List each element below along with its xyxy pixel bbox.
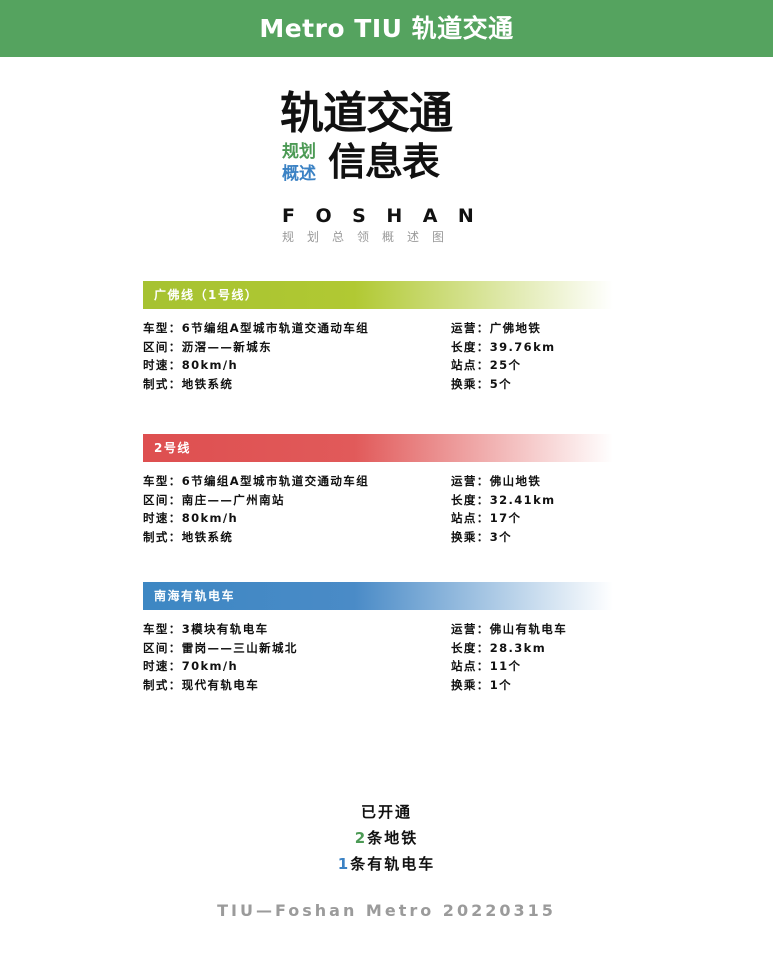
info-right: 运营：广佛地铁	[451, 321, 542, 335]
info-right: 长度：32.41km	[451, 492, 556, 507]
line-info: 车型：6节编组A型城市轨道交通动车组 运营：广佛地铁 区间：沥滘——新城东 长度：3…	[143, 320, 613, 394]
info-left: 区间：南庄——广州南站	[143, 492, 285, 507]
line-info: 车型：3模块有轨电车 运营：佛山有轨电车 区间：雷岗——三山新城北 长度：28.3k…	[143, 621, 613, 695]
tram-count: 1	[337, 855, 351, 873]
info-left: 车型：6节编组A型城市轨道交通动车组	[143, 474, 370, 488]
info-row: 车型：6节编组A型城市轨道交通动车组 运营：广佛地铁	[143, 320, 613, 339]
info-right: 换乘：1个	[451, 677, 513, 692]
info-left: 车型：6节编组A型城市轨道交通动车组	[143, 321, 370, 335]
summary-title: 已开通	[360, 803, 412, 821]
info-row: 制式：地铁系统 换乘：3个	[143, 529, 613, 548]
line-info: 车型：6节编组A型城市轨道交通动车组 运营：佛山地铁 区间：南庄——广州南站 长度：…	[143, 473, 613, 547]
info-row: 车型：3模块有轨电车 运营：佛山有轨电车	[143, 621, 613, 640]
line-section-line2: 2号线 车型：6节编组A型城市轨道交通动车组 运营：佛山地铁 区间：南庄——广州南…	[143, 434, 613, 547]
info-row: 区间：南庄——广州南站 长度：32.41km	[143, 492, 613, 511]
info-right: 站点：17个	[451, 511, 522, 525]
logo-subtitle: 规划总领概述图	[282, 230, 458, 244]
logo: 轨道交通 规划 概述 信息表 FOSHAN 规划总领概述图	[280, 88, 480, 248]
info-left: 区间：雷岗——三山新城北	[143, 640, 298, 655]
page-header: Metro TIU 轨道交通	[0, 0, 773, 57]
tram-text: 条有轨电车	[350, 855, 436, 873]
info-row: 区间：雷岗——三山新城北 长度：28.3km	[143, 640, 613, 659]
info-left: 制式：地铁系统	[143, 529, 234, 544]
info-right: 运营：佛山地铁	[451, 474, 542, 488]
line-band: 2号线	[143, 434, 613, 462]
info-right: 换乘：5个	[451, 376, 513, 391]
logo-title-line2: 信息表	[328, 140, 440, 184]
info-left: 时速：80km/h	[143, 511, 239, 525]
info-right: 换乘：3个	[451, 529, 513, 544]
info-left: 时速：70km/h	[143, 659, 239, 673]
info-right: 长度：28.3km	[451, 640, 547, 655]
info-right: 运营：佛山有轨电车	[451, 622, 568, 636]
metro-text: 条地铁	[367, 829, 419, 847]
info-row: 时速：70km/h 站点：11个	[143, 658, 613, 677]
logo-sub-overview: 概述	[282, 164, 316, 184]
summary-metro: 2条地铁	[0, 825, 773, 851]
info-row: 车型：6节编组A型城市轨道交通动车组 运营：佛山地铁	[143, 473, 613, 492]
info-left: 车型：3模块有轨电车	[143, 622, 269, 636]
info-right: 长度：39.76km	[451, 339, 556, 354]
logo-sub-planning: 规划	[282, 142, 316, 162]
info-right: 站点：11个	[451, 659, 522, 673]
info-right: 站点：25个	[451, 358, 522, 372]
info-left: 制式：现代有轨电车	[143, 677, 260, 692]
info-row: 区间：沥滘——新城东 长度：39.76km	[143, 339, 613, 358]
line-band: 南海有轨电车	[143, 582, 613, 610]
summary-tram: 1条有轨电车	[0, 851, 773, 877]
footer-credit: TIU—Foshan Metro 20220315	[217, 901, 556, 920]
summary: 已开通 2条地铁 1条有轨电车	[0, 799, 773, 877]
info-left: 区间：沥滘——新城东	[143, 339, 272, 354]
logo-english: FOSHAN	[282, 205, 495, 227]
info-row: 时速：80km/h 站点：25个	[143, 357, 613, 376]
metro-count: 2	[354, 829, 368, 847]
line-section-tram: 南海有轨电车 车型：3模块有轨电车 运营：佛山有轨电车 区间：雷岗——三山新城北 长…	[143, 582, 613, 695]
info-left: 时速：80km/h	[143, 358, 239, 372]
info-left: 制式：地铁系统	[143, 376, 234, 391]
info-row: 制式：现代有轨电车 换乘：1个	[143, 677, 613, 696]
logo-title-line1: 轨道交通	[280, 88, 453, 139]
line-section-guangfo: 广佛线（1号线） 车型：6节编组A型城市轨道交通动车组 运营：广佛地铁 区间：沥滘…	[143, 281, 613, 394]
info-row: 时速：80km/h 站点：17个	[143, 510, 613, 529]
info-row: 制式：地铁系统 换乘：5个	[143, 376, 613, 395]
line-band: 广佛线（1号线）	[143, 281, 613, 309]
